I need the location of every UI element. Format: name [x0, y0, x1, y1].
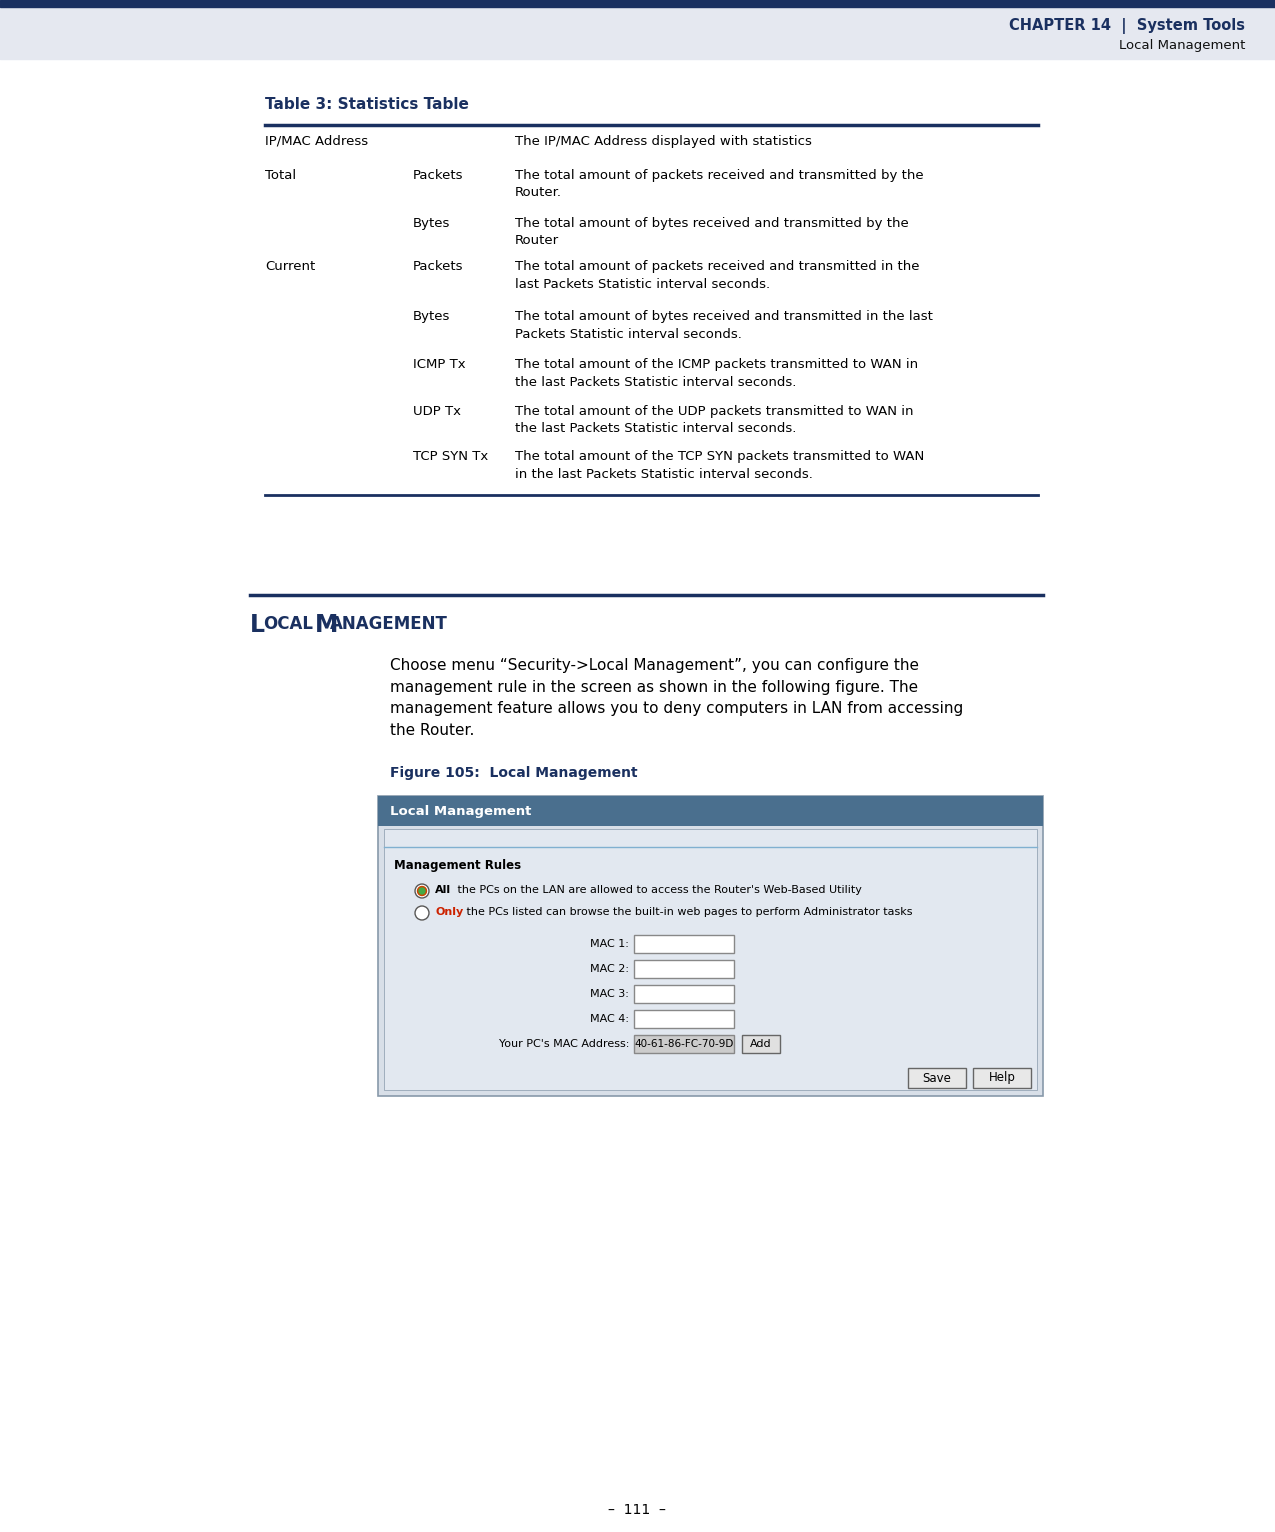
- Text: OCAL: OCAL: [263, 614, 312, 633]
- Text: Add: Add: [750, 1039, 771, 1049]
- Text: ANAGEMENT: ANAGEMENT: [330, 614, 448, 633]
- Text: Choose menu “Security->Local Management”, you can configure the
management rule : Choose menu “Security->Local Management”…: [390, 659, 963, 738]
- Text: The total amount of the UDP packets transmitted to WAN in
the last Packets Stati: The total amount of the UDP packets tran…: [515, 404, 913, 435]
- Text: Your PC's MAC Address:: Your PC's MAC Address:: [499, 1039, 629, 1049]
- Text: The total amount of the TCP SYN packets transmitted to WAN
in the last Packets S: The total amount of the TCP SYN packets …: [515, 450, 924, 481]
- Bar: [742, 1036, 780, 1052]
- Text: UDP Tx: UDP Tx: [413, 404, 462, 418]
- Text: Only: Only: [435, 907, 463, 918]
- Text: The IP/MAC Address displayed with statistics: The IP/MAC Address displayed with statis…: [515, 135, 812, 149]
- Text: CHAPTER 14  |  System Tools: CHAPTER 14 | System Tools: [1009, 18, 1244, 34]
- Text: MAC 1:: MAC 1:: [590, 939, 629, 948]
- Bar: [377, 797, 1043, 826]
- Bar: [634, 961, 734, 977]
- Text: TCP SYN Tx: TCP SYN Tx: [413, 450, 488, 463]
- Bar: [0, 0, 1275, 8]
- Text: MAC 4:: MAC 4:: [590, 1014, 629, 1023]
- Bar: [384, 829, 1037, 1089]
- Text: The total amount of the ICMP packets transmitted to WAN in
the last Packets Stat: The total amount of the ICMP packets tra…: [515, 358, 918, 389]
- Bar: [377, 797, 1043, 1095]
- Text: The total amount of bytes received and transmitted in the last
Packets Statistic: The total amount of bytes received and t…: [515, 309, 933, 340]
- Text: Bytes: Bytes: [413, 309, 450, 323]
- Text: Save: Save: [923, 1071, 951, 1085]
- Circle shape: [417, 887, 427, 896]
- Text: Local Management: Local Management: [390, 804, 532, 818]
- Circle shape: [419, 889, 425, 895]
- Circle shape: [414, 905, 428, 921]
- Text: Figure 105:  Local Management: Figure 105: Local Management: [390, 766, 638, 780]
- Text: the PCs on the LAN are allowed to access the Router's Web-Based Utility: the PCs on the LAN are allowed to access…: [454, 885, 862, 895]
- Text: Local Management: Local Management: [1118, 40, 1244, 52]
- Bar: [634, 1010, 734, 1028]
- Bar: [634, 1036, 734, 1052]
- Text: The total amount of packets received and transmitted in the
last Packets Statist: The total amount of packets received and…: [515, 260, 919, 291]
- Text: –  111  –: – 111 –: [608, 1503, 666, 1517]
- Text: Current: Current: [265, 260, 315, 273]
- Text: 40-61-86-FC-70-9D: 40-61-86-FC-70-9D: [635, 1039, 733, 1049]
- Text: The total amount of packets received and transmitted by the
Router.: The total amount of packets received and…: [515, 169, 923, 199]
- Circle shape: [414, 884, 428, 898]
- Bar: [908, 1068, 966, 1088]
- Text: The total amount of bytes received and transmitted by the
Router: The total amount of bytes received and t…: [515, 218, 909, 248]
- Bar: [634, 935, 734, 953]
- Text: MAC 3:: MAC 3:: [590, 990, 629, 999]
- Text: Packets: Packets: [413, 169, 464, 182]
- Text: the PCs listed can browse the built-in web pages to perform Administrator tasks: the PCs listed can browse the built-in w…: [463, 907, 913, 918]
- Text: Packets: Packets: [413, 260, 464, 273]
- Text: IP/MAC Address: IP/MAC Address: [265, 135, 368, 149]
- Text: Total: Total: [265, 169, 296, 182]
- Text: Table 3: Statistics Table: Table 3: Statistics Table: [265, 97, 469, 112]
- Text: Management Rules: Management Rules: [394, 859, 521, 872]
- Text: Help: Help: [988, 1071, 1015, 1085]
- Text: MAC 2:: MAC 2:: [590, 964, 629, 974]
- Bar: [634, 985, 734, 1003]
- Text: All: All: [435, 885, 451, 895]
- Bar: [0, 8, 1275, 60]
- Text: ICMP Tx: ICMP Tx: [413, 358, 465, 371]
- Text: M: M: [315, 613, 338, 637]
- Text: L: L: [250, 613, 265, 637]
- Bar: [973, 1068, 1031, 1088]
- Text: Bytes: Bytes: [413, 218, 450, 230]
